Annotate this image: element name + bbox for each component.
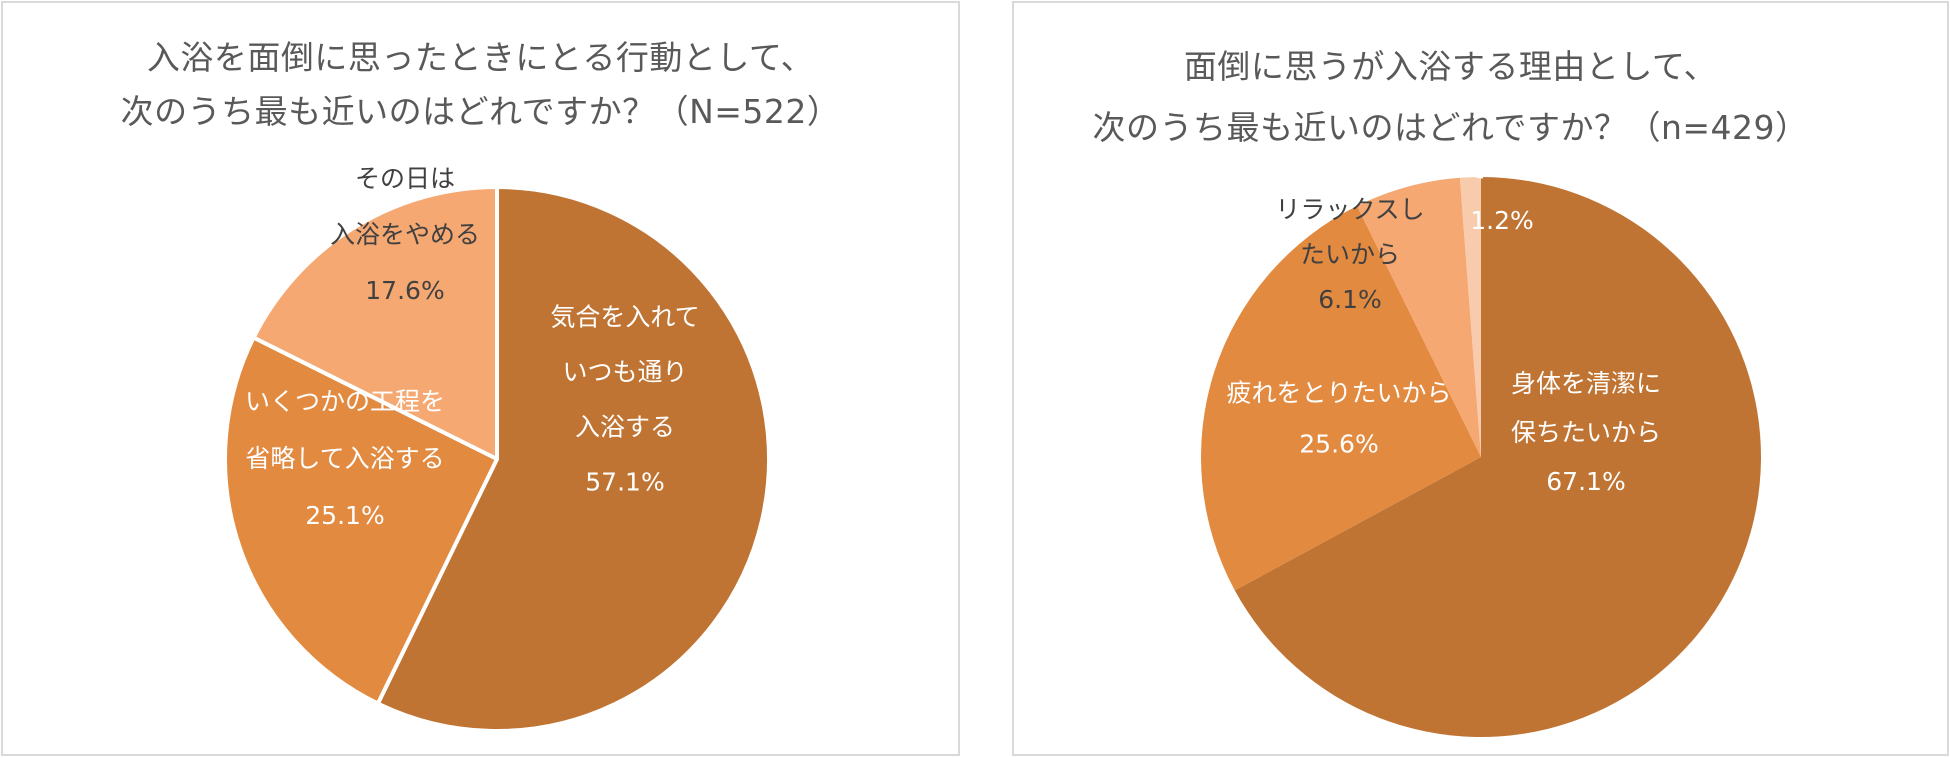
pie-slice-category: いつも通り (562, 358, 687, 387)
pie-slice-label: 疲れをとりたいから 25.6% (1226, 379, 1451, 459)
pie-slice-category: 入浴をやめる (330, 220, 480, 249)
pie-slice-label: 気合を入れていつも通り入浴する 57.1% (550, 303, 699, 497)
pie-slice-category: その日は (355, 164, 455, 193)
pie-slice-category: 入浴する (575, 413, 675, 442)
pie-slice-label: 身体を清潔に保ちたいから 67.1% (1511, 369, 1661, 496)
pie-slice-label: リラックスしたいから 6.1% (1275, 195, 1424, 314)
pie-slice (251, 185, 499, 461)
pie-slice-category: 省略して入浴する (245, 444, 444, 473)
chart-title-line-2: 次のうち最も近いのはどれですか？（n=429） (1092, 108, 1809, 147)
pie-slice-label: その他 1.2% (1464, 154, 1539, 235)
pie-slice (1234, 177, 1761, 737)
pie-slice-category: その他 (1464, 154, 1539, 183)
pie-slice-percent: 6.1% (1318, 285, 1382, 314)
pie-slice-percent: 67.1% (1546, 467, 1625, 496)
pie-slice-percent: 25.6% (1299, 430, 1378, 459)
pie-slice-category: 気合を入れて (550, 303, 699, 332)
chart-title-line-1: 面倒に思うが入浴する理由として、 (1183, 47, 1718, 86)
chart-panel-right: 面倒に思うが入浴する理由として、 次のうち最も近いのはどれですか？（n=429）… (1012, 1, 1949, 756)
pie-slice-label: その日は入浴をやめる 17.6% (330, 164, 480, 305)
pie-slice-category: リラックスし (1275, 195, 1424, 224)
pie-slice (1357, 177, 1481, 458)
chart-title-line-1: 入浴を面倒に思ったときにとる行動として、 (146, 38, 815, 77)
pie-chart-right: 身体を清潔に保ちたいから 67.1% 疲れをとりたいから 25.6% リラックスしたいか… (1200, 154, 1761, 737)
pie-slice (375, 185, 771, 733)
pie-slice (1459, 177, 1481, 457)
pie-slice-percent: 57.1% (585, 468, 664, 497)
pie-slice-percent: 25.1% (305, 501, 384, 530)
pie-slice-category: いくつかの工程を (245, 387, 445, 416)
pie-chart-left: 気合を入れていつも通り入浴する 57.1% いくつかの工程を省略して入浴する 25.1… (223, 164, 771, 733)
chart-title-line-2: 次のうち最も近いのはどれですか？（N=522） (120, 92, 841, 131)
pie-slice-percent: 1.2% (1470, 206, 1534, 235)
pie-slice-percent: 17.6% (365, 276, 444, 305)
chart-panel-left: 入浴を面倒に思ったときにとる行動として、 次のうち最も近いのはどれですか？（N=… (1, 1, 960, 756)
pie-slice-label: いくつかの工程を省略して入浴する 25.1% (245, 387, 445, 530)
pie-slice-category: 身体を清潔に (1511, 369, 1661, 398)
pie-slice-category: 保ちたいから (1511, 418, 1661, 447)
pie-slice (1200, 205, 1481, 591)
pie-slice (223, 335, 499, 706)
pie-slice-category: 疲れをとりたいから (1226, 379, 1451, 408)
pie-slice-category: たいから (1300, 240, 1400, 269)
